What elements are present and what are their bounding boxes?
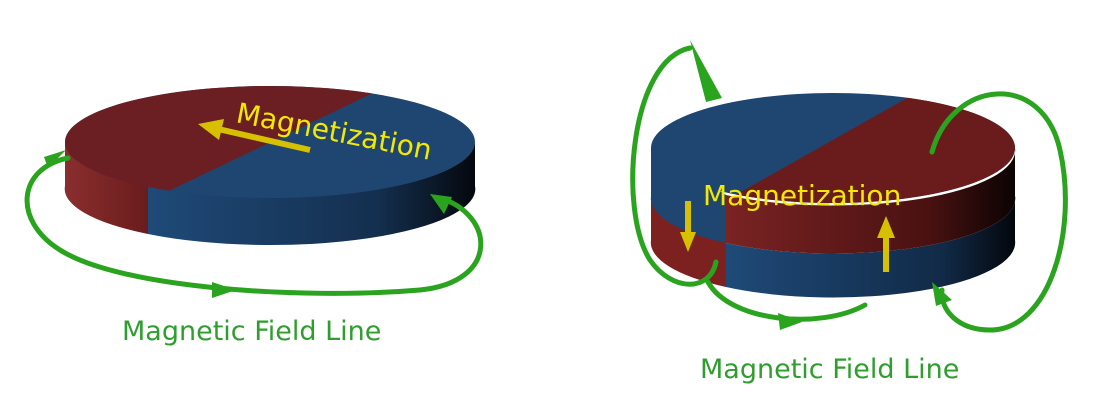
right-magnetization-arrow-down-icon (680, 201, 696, 252)
left-field-line (24, 150, 484, 298)
right-field-arrowhead-icon (932, 282, 952, 306)
left-field-arrowhead-icon (212, 282, 236, 298)
left-magnetization-arrow-icon (198, 119, 311, 153)
right-magnet: Magnetization Magnetic Field Line (630, 40, 1068, 385)
right-magnetization-arrow-up-icon (877, 216, 895, 272)
left-magnet: Magnetization Magnetic Field Line (24, 86, 484, 347)
right-field-lines (630, 40, 1068, 333)
right-field-arrowhead-icon (778, 313, 802, 330)
right-field-arrowhead-icon (690, 40, 722, 102)
left-field-arrowhead-icon (430, 194, 452, 214)
left-field-line-label: Magnetic Field Line (122, 316, 381, 347)
left-magnet-top (65, 86, 475, 198)
right-field-line-label: Magnetic Field Line (700, 354, 959, 385)
left-field-arrowhead-icon (44, 150, 66, 168)
right-magnetization-label: Magnetization (703, 179, 901, 212)
